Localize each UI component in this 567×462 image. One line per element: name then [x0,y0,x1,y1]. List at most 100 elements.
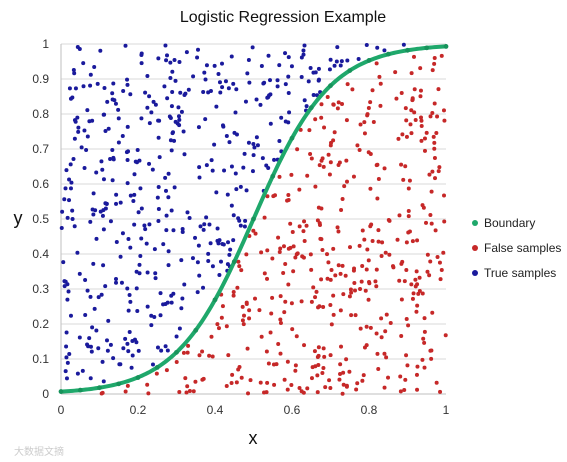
true-sample-point [356,57,361,62]
true-sample-point [125,82,130,87]
false-sample-point [415,387,420,392]
true-sample-point [382,48,387,53]
true-sample-point [204,215,209,220]
false-sample-point [181,350,186,355]
false-sample-point [366,258,371,263]
false-sample-point [341,292,346,297]
boundary-point [270,173,276,179]
true-sample-point [170,90,175,95]
false-sample-point [344,357,349,362]
false-sample-point [327,378,332,383]
false-sample-point [344,179,349,184]
false-sample-point [186,343,191,348]
false-sample-point [379,316,384,321]
true-sample-point [204,163,209,168]
false-sample-point [418,115,423,120]
boundary-point [251,216,256,222]
false-sample-point [331,102,336,107]
true-sample-point [334,59,339,64]
true-sample-point [98,209,103,214]
false-sample-point [360,378,365,383]
false-sample-point [369,222,374,227]
true-sample-point [156,185,161,190]
y-tick-label: 1 [42,37,49,51]
true-sample-point [68,313,73,318]
false-sample-point [313,117,318,122]
false-sample-point [343,273,348,278]
false-sample-point [358,122,363,127]
false-sample-point [432,140,437,145]
false-sample-point [382,166,387,171]
false-sample-point [184,390,189,395]
true-sample-point [301,48,306,53]
true-sample-point [151,99,156,104]
true-sample-point [67,86,72,91]
false-sample-point [347,294,352,299]
false-sample-point [351,174,356,179]
false-sample-point [216,326,221,331]
true-sample-point [162,84,167,89]
true-sample-point [125,77,130,82]
true-sample-point [212,142,217,147]
false-sample-point [301,229,306,234]
y-tick-label: 0.1 [32,352,49,366]
true-sample-point [110,91,115,96]
false-sample-point [382,351,387,356]
false-sample-point [277,174,282,179]
false-sample-point [312,349,317,354]
false-sample-point [405,363,410,368]
false-sample-point [318,236,323,241]
false-sample-point [365,247,370,252]
true-sample-point [130,339,135,344]
false-sample-point [282,377,287,382]
true-sample-point [163,175,168,180]
true-sample-point [251,141,256,146]
true-sample-point [299,55,304,60]
false-sample-point [434,380,439,385]
true-sample-point [339,59,344,64]
true-sample-point [66,289,71,294]
false-sample-point [355,143,360,148]
true-sample-point [87,336,92,341]
true-sample-point [220,85,225,90]
true-sample-point [100,213,105,218]
true-sample-point [316,66,321,71]
false-sample-point [305,173,310,178]
true-sample-point [111,356,116,361]
true-sample-point [147,222,152,227]
true-sample-point [132,222,137,227]
true-sample-point [108,342,113,347]
true-sample-point [105,99,110,104]
false-sample-point [437,165,442,170]
axes [60,44,446,395]
true-sample-point [99,159,104,164]
true-sample-point [88,83,93,88]
false-sample-point [174,360,179,365]
true-sample-point [128,299,133,304]
true-sample-point [155,195,160,200]
false-sample-point [399,334,404,339]
false-sample-point [341,370,346,375]
false-sample-point [432,155,437,160]
false-sample-point [430,169,435,174]
true-sample-point [345,58,350,63]
true-sample-point [260,156,265,161]
false-sample-point [313,184,318,189]
false-sample-point [328,160,333,165]
true-sample-point [217,80,222,85]
true-sample-point [157,155,162,160]
false-sample-point [281,271,286,276]
false-sample-point [413,117,418,122]
true-sample-point [279,115,284,120]
false-sample-point [99,391,104,396]
true-sample-point [262,80,267,85]
false-sample-point [265,194,270,199]
true-sample-point [75,115,80,120]
false-sample-point [339,344,344,349]
false-sample-point [302,219,307,224]
true-sample-point [244,188,249,193]
true-sample-point [77,271,82,276]
false-sample-point [430,310,435,315]
false-sample-point [376,228,381,233]
true-sample-point [258,102,263,107]
